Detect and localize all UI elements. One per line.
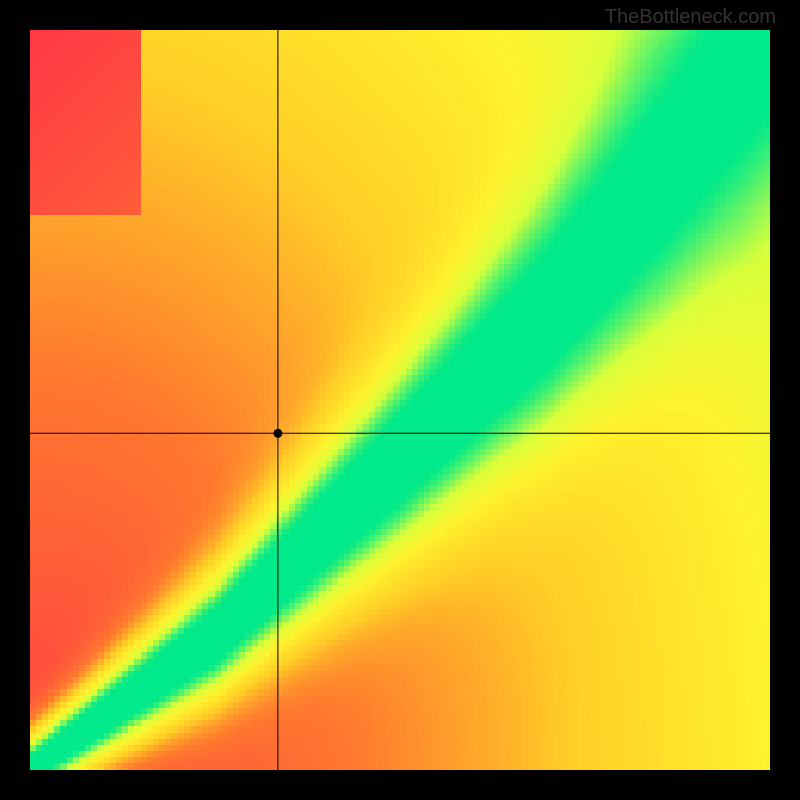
heatmap-canvas xyxy=(30,30,770,770)
bottleneck-heatmap xyxy=(30,30,770,770)
watermark-text: TheBottleneck.com xyxy=(605,6,776,29)
